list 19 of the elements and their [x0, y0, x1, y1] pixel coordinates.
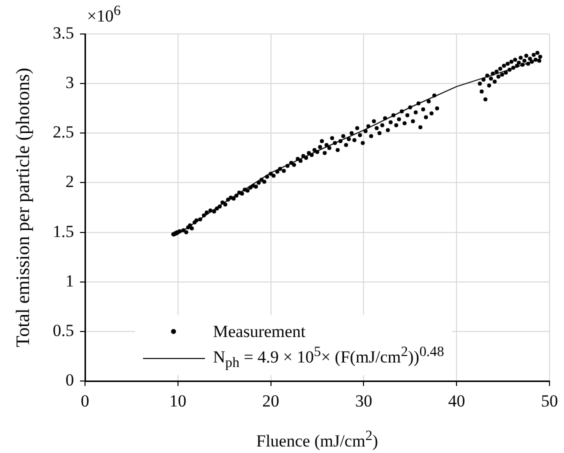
y-tick-label: 0.5 [52, 320, 74, 340]
y-axis-title: Total emission per particle (photons) [13, 68, 34, 348]
x-axis-title: Fluence (mJ/cm$^{2}$) [256, 428, 378, 451]
x-tick-label: 10 [169, 392, 186, 411]
x-tick-label: 30 [355, 392, 372, 411]
y-tick-label: 3.5 [52, 23, 74, 42]
y-tick-label: 1 [66, 271, 74, 290]
legend-label: N$_{ph}$ = 4.9 × 10$^{5}$× (F(mJ/cm$^{2}$))$^{0.48}$ [213, 344, 444, 372]
y-tick-label: 2.5 [52, 122, 74, 142]
x-tick-label: 40 [448, 392, 466, 411]
x-tick-label: 20 [262, 392, 280, 411]
y-tick-label: 3 [66, 73, 74, 92]
x-tick-label: 50 [541, 392, 558, 411]
x-tick-label: 0 [80, 392, 90, 411]
legend-label: Measurement [213, 322, 306, 342]
y-tick-label: 2 [66, 172, 74, 192]
text: ×10$^{6}$ [87, 3, 121, 26]
y-tick-label: 0 [66, 370, 74, 390]
y-tick-label: 1.5 [52, 222, 74, 241]
